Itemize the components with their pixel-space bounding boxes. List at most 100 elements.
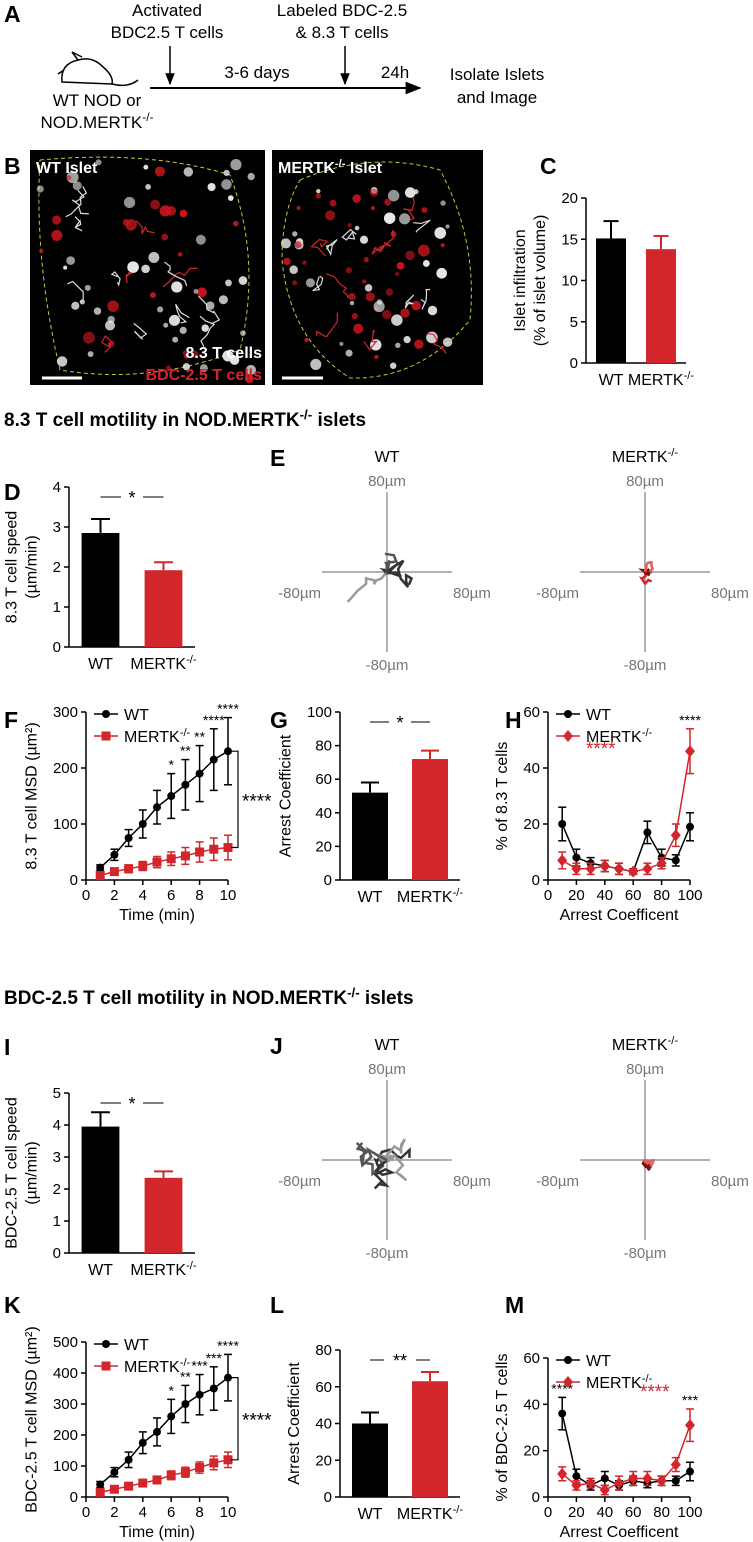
point — [563, 730, 573, 742]
cell-dot — [63, 265, 68, 270]
track-title: WT — [375, 449, 400, 466]
x-axis-label: Arrest Coefficent — [560, 907, 679, 924]
axis-label: 80µm — [626, 473, 664, 490]
axis-label: 80µm — [368, 1061, 406, 1078]
cell-dot — [56, 356, 68, 367]
cell-dot — [345, 349, 353, 357]
point — [614, 862, 624, 875]
cell-track — [325, 239, 338, 257]
y-axis-label: % of BDC-2.5 T cells — [494, 1354, 511, 1502]
cell-dot — [310, 358, 322, 370]
series-line — [100, 846, 229, 877]
track-title: MERTK-/- — [612, 447, 679, 466]
cell-dot — [363, 257, 369, 263]
point — [671, 856, 680, 865]
point — [209, 1458, 219, 1468]
cell-track — [346, 571, 388, 603]
cell-dot — [177, 252, 183, 257]
y-tick-label: 20 — [315, 838, 332, 855]
series-line — [561, 1424, 691, 1491]
significance-label: **** — [640, 1382, 670, 1403]
cell-dot — [434, 227, 447, 239]
point — [628, 865, 639, 878]
cell-track — [67, 280, 84, 303]
x-tick-label: 8 — [195, 1504, 203, 1521]
cell-dot — [218, 295, 228, 305]
y-axis-label: Islet infiltration — [512, 229, 529, 331]
series-line — [561, 1413, 691, 1487]
cell-track — [326, 273, 349, 299]
x-tick-label: 0 — [82, 887, 90, 904]
axis-label: -80µm — [536, 585, 579, 602]
cell-dot — [302, 260, 307, 265]
legend-label: WT — [586, 1353, 611, 1370]
point — [628, 1472, 639, 1485]
x-axis-label: Arrest Coefficent — [560, 1524, 679, 1541]
x-tick-label: 60 — [625, 1504, 642, 1521]
y-tick-label: 1 — [53, 1213, 61, 1230]
image-legend: BDC-2.5 T cells — [146, 367, 263, 384]
cell-dot — [182, 363, 190, 371]
cell-dot — [440, 200, 446, 206]
y-tick-label: 400 — [53, 1365, 78, 1382]
y-tick-label: 15 — [561, 231, 578, 248]
cell-dot — [66, 175, 72, 181]
cell-track — [100, 335, 114, 353]
cell-dot — [395, 342, 401, 349]
y-axis-label: (% of islet volume) — [532, 215, 549, 347]
x-tick-label: 4 — [139, 1504, 147, 1521]
legend-label: MERTK-/- — [586, 727, 653, 746]
cell-dot — [345, 267, 353, 274]
axis-label: -80µm — [536, 1173, 579, 1190]
y-tick-label: 3 — [53, 519, 61, 536]
x-tick-label: 40 — [596, 1504, 613, 1521]
cell-dot — [38, 248, 44, 254]
track-title: WT — [375, 1037, 400, 1054]
cell-dot — [411, 300, 421, 311]
cell-dot — [325, 210, 336, 221]
axis-label: 80µm — [453, 1173, 491, 1190]
cell-track — [125, 272, 133, 284]
cell-dot — [247, 172, 255, 181]
cell-dot — [95, 159, 102, 166]
point — [563, 1376, 573, 1388]
point — [223, 843, 233, 853]
y-tick-label: 80 — [315, 1342, 332, 1359]
schematic-text: Isolate Islets — [450, 65, 545, 84]
schematic-text: NOD.MERTK-/- — [41, 110, 154, 132]
y-tick-label: 2 — [53, 559, 61, 576]
y-axis-label: BDC-2.5 T cell speed — [4, 1097, 21, 1248]
cell-dot — [122, 218, 130, 226]
point — [558, 820, 567, 828]
y-tick-label: 0 — [532, 872, 540, 889]
cell-dot — [347, 223, 352, 228]
bar — [596, 238, 626, 363]
cell-dot — [370, 206, 375, 211]
point — [656, 857, 667, 870]
cell-track — [383, 552, 399, 575]
bracket-label: **** — [242, 1411, 272, 1432]
cell-dot — [193, 289, 199, 294]
cell-track — [198, 295, 221, 325]
x-tick-label: MERTK-/- — [628, 370, 695, 389]
y-tick-label: 20 — [523, 1443, 540, 1460]
y-tick-label: 500 — [53, 1334, 78, 1351]
point — [585, 862, 596, 875]
y-axis-label: Arrest Coefficient — [286, 1362, 303, 1485]
x-tick-label: WT — [358, 1506, 383, 1523]
point — [557, 854, 568, 867]
schematic-text: 24h — [381, 63, 409, 82]
point — [564, 1356, 572, 1364]
series-line — [561, 751, 691, 873]
cell-track — [413, 219, 431, 233]
x-tick-label: 8 — [195, 887, 203, 904]
cell-dot — [348, 292, 356, 301]
point-label: **** — [217, 1337, 239, 1353]
y-tick-label: 20 — [523, 816, 540, 833]
point — [167, 1412, 176, 1421]
panel-letter: I — [4, 1034, 10, 1060]
point — [110, 850, 119, 859]
cell-track — [74, 216, 83, 232]
point — [109, 867, 119, 877]
cell-dot — [382, 309, 392, 320]
